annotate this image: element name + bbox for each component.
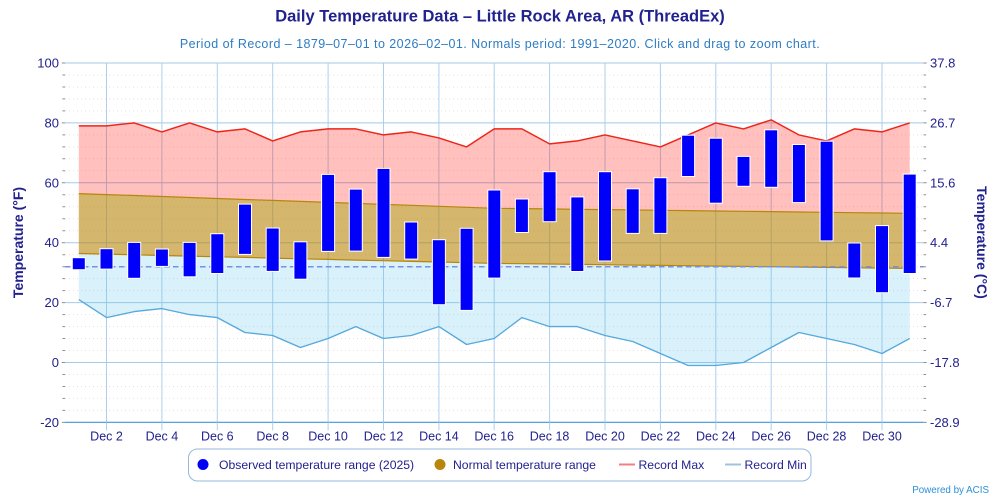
svg-text:Dec 26: Dec 26	[751, 430, 791, 444]
svg-text:20: 20	[45, 295, 59, 310]
svg-text:Dec 8: Dec 8	[256, 430, 289, 444]
svg-text:Dec 16: Dec 16	[474, 430, 514, 444]
svg-text:Record Max: Record Max	[639, 458, 705, 472]
svg-text:4.4: 4.4	[930, 235, 948, 250]
svg-text:Temperature (°C): Temperature (°C)	[974, 186, 990, 299]
svg-text:Dec 28: Dec 28	[807, 430, 847, 444]
svg-text:Dec 30: Dec 30	[862, 430, 902, 444]
svg-text:Normal temperature range: Normal temperature range	[453, 458, 596, 472]
svg-text:60: 60	[45, 175, 59, 190]
svg-text:Dec 22: Dec 22	[641, 430, 681, 444]
svg-text:Dec 20: Dec 20	[585, 430, 625, 444]
svg-text:Dec 6: Dec 6	[201, 430, 234, 444]
svg-text:Temperature (°F): Temperature (°F)	[10, 187, 26, 298]
svg-text:100: 100	[37, 56, 59, 71]
svg-text:0: 0	[52, 355, 59, 370]
svg-text:40: 40	[45, 235, 59, 250]
svg-text:Dec 4: Dec 4	[146, 430, 179, 444]
svg-text:15.6: 15.6	[930, 175, 955, 190]
svg-text:Dec 12: Dec 12	[364, 430, 404, 444]
svg-text:-28.9: -28.9	[930, 415, 960, 430]
svg-text:26.7: 26.7	[930, 115, 955, 130]
svg-text:Dec 24: Dec 24	[696, 430, 736, 444]
svg-text:Dec 18: Dec 18	[530, 430, 570, 444]
svg-text:Observed temperature range (20: Observed temperature range (2025)	[219, 458, 414, 472]
svg-text:Dec 2: Dec 2	[90, 430, 123, 444]
svg-text:80: 80	[45, 115, 59, 130]
svg-text:-20: -20	[40, 415, 59, 430]
svg-text:Powered by ACIS: Powered by ACIS	[912, 485, 989, 496]
svg-text:Dec 14: Dec 14	[419, 430, 459, 444]
svg-text:Period of Record – 1879–07–01: Period of Record – 1879–07–01 to 2026–02…	[180, 37, 820, 51]
svg-text:Record Min: Record Min	[745, 458, 807, 472]
svg-text:-17.8: -17.8	[930, 355, 960, 370]
svg-text:Daily Temperature Data – Littl: Daily Temperature Data – Little Rock Are…	[275, 8, 725, 26]
svg-text:37.8: 37.8	[930, 56, 955, 71]
svg-text:-6.7: -6.7	[930, 295, 952, 310]
svg-text:Dec 10: Dec 10	[308, 430, 348, 444]
